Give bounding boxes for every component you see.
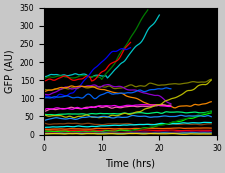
X-axis label: Time (hrs): Time (hrs) xyxy=(105,159,155,169)
Text: A: A xyxy=(52,11,62,24)
Y-axis label: GFP (AU): GFP (AU) xyxy=(4,49,14,93)
